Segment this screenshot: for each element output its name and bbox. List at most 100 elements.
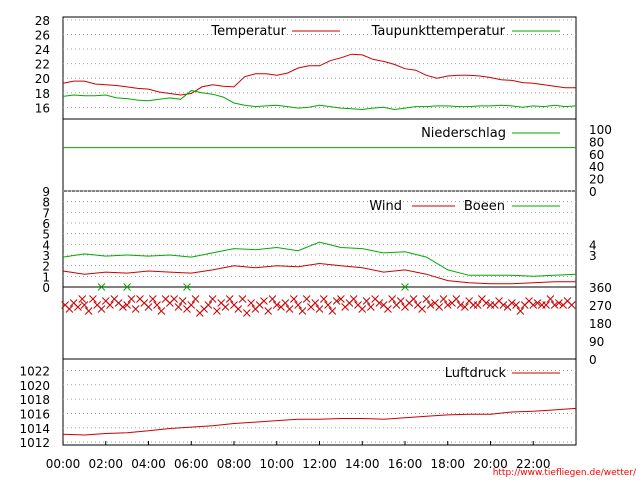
- wind-direction-point: [118, 303, 127, 311]
- wind-direction-point: [148, 295, 157, 303]
- x-tick-label: 20:00: [473, 457, 508, 471]
- precipitation-y-tick: 60: [589, 148, 604, 162]
- wind-direction-point: [106, 301, 114, 309]
- wind-direction-point: [409, 295, 418, 303]
- wind-y-tick: 0: [42, 281, 50, 295]
- wind-direction-point: [208, 295, 217, 303]
- temperature-y-tick: 24: [35, 43, 50, 57]
- pressure-y-tick: 1012: [19, 436, 50, 450]
- x-tick-label: 16:00: [388, 457, 423, 471]
- wind-direction-point: [418, 305, 426, 313]
- wind-direction-point: [375, 299, 384, 307]
- gusts-legend-label: Boeen: [464, 199, 505, 214]
- wind-direction-point: [302, 295, 311, 303]
- wind-direction-point: [422, 295, 431, 303]
- wind-series-0: [62, 262, 576, 285]
- wind-direction-point: [328, 307, 337, 315]
- x-tick-label: 08:00: [217, 457, 252, 471]
- x-tick-label: 06:00: [174, 457, 209, 471]
- pressure-series-0: [62, 407, 577, 436]
- wind-direction-point: [332, 297, 341, 305]
- dewpoint-legend-label: Taupunkttemperatur: [371, 24, 506, 39]
- wind-direction-point: [439, 295, 448, 303]
- wind-direction-point: [264, 307, 273, 315]
- wind-direction-point: [268, 295, 277, 303]
- wind-series-1: [62, 241, 577, 277]
- wind-direction-point: [516, 307, 525, 315]
- pressure-y-tick: 1020: [19, 379, 50, 393]
- wind-direction-point: [272, 301, 281, 309]
- wind-direction-point: [260, 297, 268, 305]
- wind-direction-point: [482, 299, 491, 307]
- pressure-legend-label: Luftdruck: [445, 366, 507, 381]
- wind-direction-point: [191, 295, 200, 303]
- wind-direction-point: [324, 301, 332, 309]
- temperature-y-tick: 20: [35, 72, 50, 86]
- wind-direction-point: [460, 303, 469, 311]
- wind-y-tick: 2: [42, 260, 50, 274]
- temperature-y-tick: 22: [35, 58, 50, 72]
- wind-direction-point: [80, 301, 89, 309]
- wind-direction-point: [542, 301, 550, 309]
- wind-direction-point: [174, 303, 183, 311]
- wind-direction-point: [144, 303, 153, 311]
- wind-direction-point: [396, 297, 405, 305]
- wind-direction-point: [337, 295, 345, 303]
- wind-direction-point: [555, 299, 563, 307]
- temperature-y-tick: 16: [35, 101, 50, 115]
- wind-direction-point: [183, 283, 191, 291]
- x-tick-label: 10:00: [259, 457, 294, 471]
- wind-direction-point: [281, 299, 290, 307]
- wind-direction-point: [435, 303, 444, 311]
- x-tick-label: 02:00: [88, 457, 123, 471]
- wind-direction-point: [285, 305, 294, 313]
- wind-direction-point: [178, 297, 187, 305]
- pressure-y-tick: 1014: [19, 422, 50, 436]
- precipitation-legend-label: Niederschlag: [421, 126, 506, 141]
- pressure-y-tick: 1016: [19, 407, 50, 421]
- wind-direction-panel-frame: [62, 286, 577, 360]
- wind-y-tick: 5: [42, 228, 50, 242]
- wind-direction-point: [319, 295, 328, 303]
- wind-direction-point: [234, 305, 243, 313]
- x-tick-label: 22:00: [516, 457, 551, 471]
- wind-direction-point: [97, 305, 106, 313]
- precipitation-y-tick: 40: [589, 160, 604, 174]
- pressure-y-tick: 1022: [19, 364, 50, 378]
- wind-direction-point: [204, 301, 213, 309]
- temperature-y-tick: 28: [35, 14, 50, 28]
- wind-direction-point: [456, 301, 465, 309]
- x-tick-label: 00:00: [46, 457, 81, 471]
- wind-direction-y-tick: 360: [589, 281, 612, 295]
- precipitation-y-tick: 20: [589, 173, 604, 187]
- wind-direction-point: [97, 283, 106, 291]
- wind-direction-point: [401, 283, 409, 291]
- wind-y-tick: 3: [42, 249, 50, 263]
- wind-direction-y-tick: 90: [589, 335, 604, 349]
- wind-y-tick: 8: [42, 196, 50, 210]
- wind-direction-y-tick: 0: [589, 353, 597, 367]
- wind-beaufort-tick: 4: [589, 238, 597, 252]
- wind-direction-point: [388, 295, 397, 303]
- wind-direction-point: [294, 301, 302, 309]
- precipitation-y-tick: 0: [589, 185, 597, 199]
- wind-direction-point: [311, 299, 320, 307]
- wind-direction-point: [546, 295, 555, 303]
- wind-direction-point: [358, 305, 367, 313]
- wind-direction-point: [508, 299, 516, 307]
- x-tick-label: 12:00: [302, 457, 337, 471]
- wind-direction-point: [225, 295, 234, 303]
- wind-direction-point: [298, 307, 307, 315]
- wind-direction-point: [78, 295, 87, 303]
- wind-direction-point: [349, 295, 358, 303]
- wind-direction-point: [512, 301, 521, 309]
- wind-direction-point: [529, 301, 538, 309]
- wind-direction-point: [533, 299, 542, 307]
- wind-direction-point: [123, 283, 131, 291]
- wind-direction-point: [550, 301, 559, 309]
- wind-direction-point: [426, 301, 435, 309]
- wind-y-tick: 7: [42, 206, 50, 220]
- wind-direction-point: [65, 305, 74, 313]
- temperature-legend-label: Temperatur: [210, 24, 286, 39]
- wind-direction-point: [238, 295, 247, 303]
